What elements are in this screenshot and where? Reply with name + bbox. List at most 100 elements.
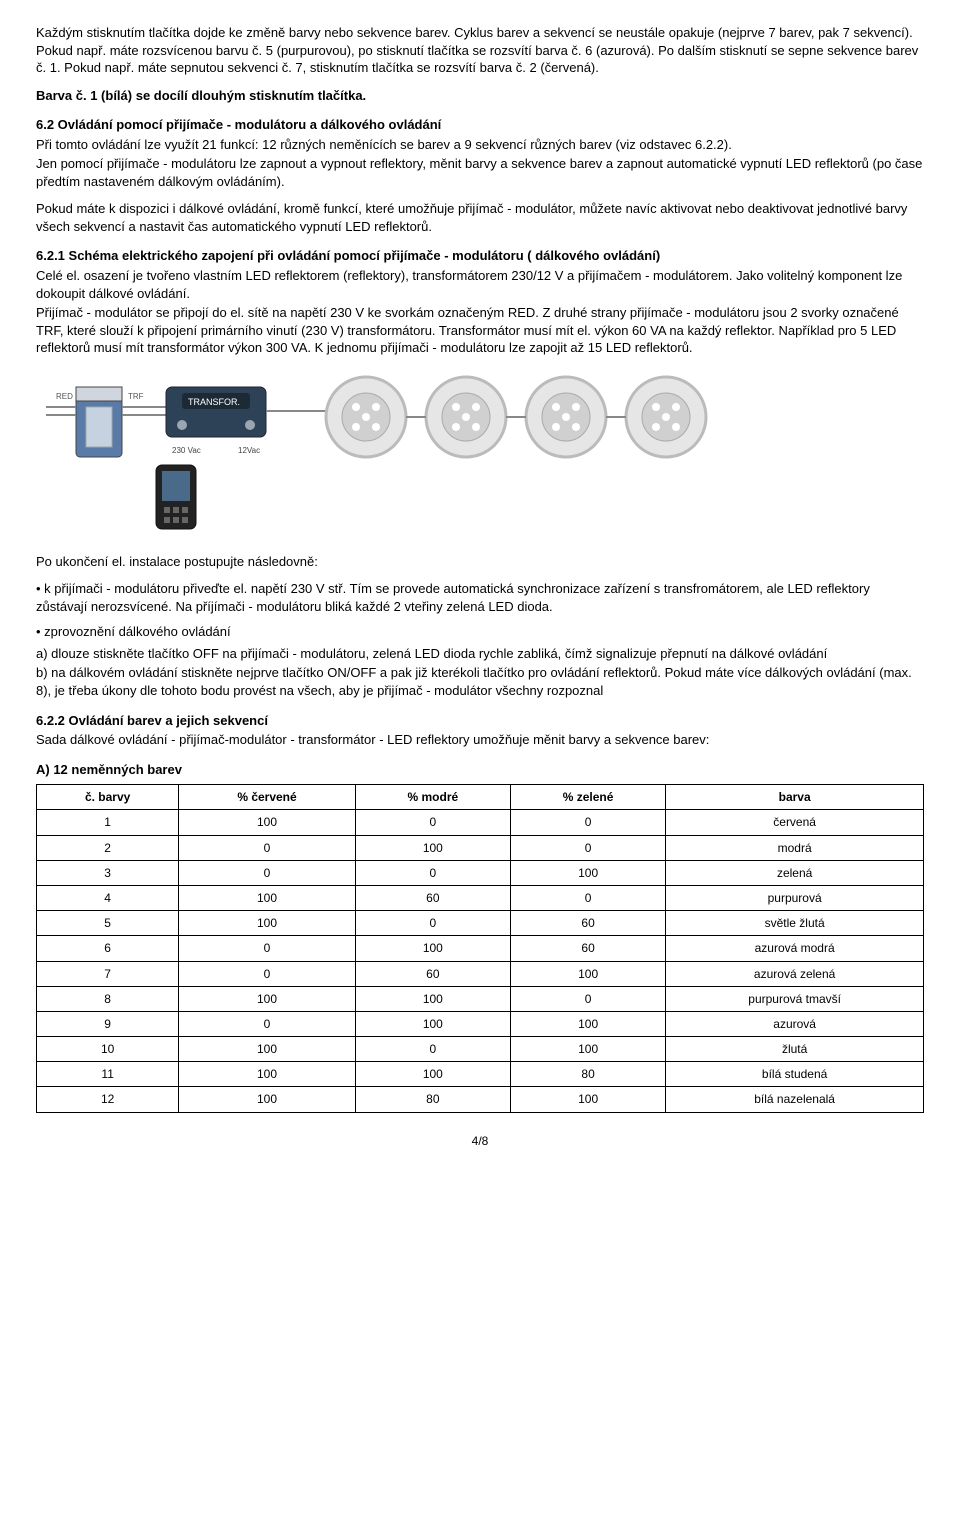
col-header: % zelené	[510, 785, 665, 810]
table-cell: 0	[355, 860, 510, 885]
table-cell: 100	[510, 1011, 665, 1036]
table-row: 6010060azurová modrá	[37, 936, 924, 961]
table-row: 7060100azurová zelená	[37, 961, 924, 986]
table-row: 110000červená	[37, 810, 924, 835]
table-cell: 8	[37, 986, 179, 1011]
table-cell: bílá studená	[666, 1062, 924, 1087]
table-cell: 2	[37, 835, 179, 860]
table-row: 4100600purpurová	[37, 885, 924, 910]
label-12vac: 12Vac	[238, 446, 260, 455]
table-cell: 100	[355, 936, 510, 961]
paragraph: Při tomto ovládání lze využít 21 funkcí:…	[36, 136, 924, 154]
table-cell: 0	[179, 860, 355, 885]
table-cell: 100	[510, 1037, 665, 1062]
table-cell: 100	[179, 810, 355, 835]
label-trf: TRF	[128, 392, 144, 401]
table-cell: azurová zelená	[666, 961, 924, 986]
table-cell: 0	[179, 1011, 355, 1036]
table-cell: 11	[37, 1062, 179, 1087]
table-cell: 12	[37, 1087, 179, 1112]
table-cell: 0	[510, 810, 665, 835]
bullet-paragraph: • k přijímači - modulátoru přiveďte el. …	[36, 580, 924, 615]
table-cell: 0	[510, 835, 665, 860]
color-table-a: č. barvy % červené % modré % zelené barv…	[36, 784, 924, 1112]
reflector-icon	[626, 377, 706, 457]
table-cell: 0	[179, 835, 355, 860]
reflector-icon	[326, 377, 406, 457]
paragraph: b) na dálkovém ovládání stiskněte nejprv…	[36, 664, 924, 699]
table-cell: červená	[666, 810, 924, 835]
table-cell: 100	[510, 1087, 665, 1112]
table-a-heading: A) 12 neměnných barev	[36, 761, 924, 779]
wiring-diagram-illustration: RED TRF TRANSFOR. 230 Vac 12Vac	[36, 367, 924, 537]
table-cell: 100	[355, 835, 510, 860]
table-cell: 100	[510, 961, 665, 986]
paragraph: Sada dálkové ovládání - přijímač-modulát…	[36, 731, 924, 749]
label-transfor: TRANSFOR.	[188, 397, 240, 407]
table-cell: 100	[355, 986, 510, 1011]
table-cell: žlutá	[666, 1037, 924, 1062]
table-cell: 0	[179, 936, 355, 961]
table-cell: 0	[510, 986, 665, 1011]
remote-control-icon	[156, 465, 196, 529]
paragraph: Po ukončení el. instalace postupujte nás…	[36, 553, 924, 571]
table-cell: modrá	[666, 835, 924, 860]
table-cell: 1	[37, 810, 179, 835]
table-cell: 9	[37, 1011, 179, 1036]
table-row: 101000100žlutá	[37, 1037, 924, 1062]
table-cell: 80	[355, 1087, 510, 1112]
table-cell: azurová modrá	[666, 936, 924, 961]
table-cell: zelená	[666, 860, 924, 885]
table-cell: 60	[355, 961, 510, 986]
heading-6-2: 6.2 Ovládání pomocí přijímače - moduláto…	[36, 116, 924, 134]
table-cell: 100	[179, 1037, 355, 1062]
table-row: 5100060světle žlutá	[37, 911, 924, 936]
col-header: barva	[666, 785, 924, 810]
table-cell: 0	[355, 911, 510, 936]
table-cell: 0	[355, 810, 510, 835]
page-footer: 4/8	[36, 1133, 924, 1149]
table-cell: 100	[179, 986, 355, 1011]
table-row: 81001000purpurová tmavší	[37, 986, 924, 1011]
paragraph: Přijímač - modulátor se připojí do el. s…	[36, 304, 924, 357]
table-cell: bílá nazelenalá	[666, 1087, 924, 1112]
table-cell: 5	[37, 911, 179, 936]
table-cell: 7	[37, 961, 179, 986]
col-header: % červené	[179, 785, 355, 810]
table-cell: purpurová	[666, 885, 924, 910]
table-cell: purpurová tmavší	[666, 986, 924, 1011]
paragraph: Jen pomocí přijímače - modulátoru lze za…	[36, 155, 924, 190]
table-row: 1110010080bílá studená	[37, 1062, 924, 1087]
table-header-row: č. barvy % červené % modré % zelené barv…	[37, 785, 924, 810]
paragraph: Pokud máte k dispozici i dálkové ovládán…	[36, 200, 924, 235]
table-cell: 100	[179, 885, 355, 910]
col-header: % modré	[355, 785, 510, 810]
table-cell: 0	[510, 885, 665, 910]
table-cell: 100	[179, 911, 355, 936]
table-cell: 4	[37, 885, 179, 910]
table-cell: 10	[37, 1037, 179, 1062]
table-cell: 60	[510, 936, 665, 961]
paragraph-bold: Barva č. 1 (bílá) se docílí dlouhým stis…	[36, 87, 924, 105]
table-cell: 80	[510, 1062, 665, 1087]
table-cell: 0	[179, 961, 355, 986]
table-row: 90100100azurová	[37, 1011, 924, 1036]
table-cell: 60	[510, 911, 665, 936]
table-cell: 60	[355, 885, 510, 910]
table-row: 201000modrá	[37, 835, 924, 860]
table-cell: 100	[510, 860, 665, 885]
table-row: 300100zelená	[37, 860, 924, 885]
bullet-paragraph: • zprovoznění dálkového ovládání	[36, 623, 924, 641]
table-cell: 100	[355, 1062, 510, 1087]
table-cell: světle žlutá	[666, 911, 924, 936]
paragraph: Každým stisknutím tlačítka dojde ke změn…	[36, 24, 924, 77]
table-cell: 0	[355, 1037, 510, 1062]
table-cell: 3	[37, 860, 179, 885]
paragraph: a) dlouze stiskněte tlačítko OFF na přij…	[36, 645, 924, 663]
reflector-icon	[526, 377, 606, 457]
table-cell: 6	[37, 936, 179, 961]
heading-6-2-2: 6.2.2 Ovládání barev a jejich sekvencí	[36, 712, 924, 730]
reflector-icon	[426, 377, 506, 457]
heading-6-2-1: 6.2.1 Schéma elektrického zapojení při o…	[36, 247, 924, 265]
table-cell: 100	[179, 1062, 355, 1087]
